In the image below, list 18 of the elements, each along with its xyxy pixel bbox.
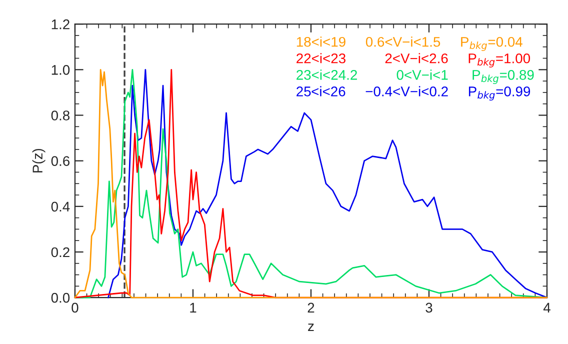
y-tick-label: 0.8 <box>51 110 70 120</box>
y-tick-label: 0.0 <box>51 292 70 303</box>
y-tick-label: 0.4 <box>51 202 70 212</box>
x-tick-label: 0 <box>72 302 78 313</box>
text: 23<i<24.2 0<V−i<1 P$_{bkg}$=0.89 <box>296 70 534 84</box>
x-tick-label: 4 <box>543 302 550 312</box>
x-axis-title: z <box>308 324 314 331</box>
y-tick-label: 0.2 <box>51 247 70 258</box>
text: 18<i<19 0.6<V−i<1.5 P$_{bkg}$=0.04 <box>296 36 522 51</box>
y-tick-label: 0.6 <box>51 156 70 166</box>
x-tick-label: 3 <box>426 302 432 313</box>
y-tick-label: 1.2 <box>52 19 70 30</box>
series-label: 25<i<26 −0.4<V−i<0.2 P$_{bkg}$=0.99 <box>296 86 530 101</box>
y-tick-label: 1.0 <box>52 64 70 75</box>
text: 22<i<23 2<V−i<2.6 P$_{bkg}$=1.00 <box>296 53 530 68</box>
x-tick-label: 1 <box>190 302 196 312</box>
x-tick-label: 2 <box>308 302 314 312</box>
y-axis-title: P(z) <box>32 148 46 172</box>
